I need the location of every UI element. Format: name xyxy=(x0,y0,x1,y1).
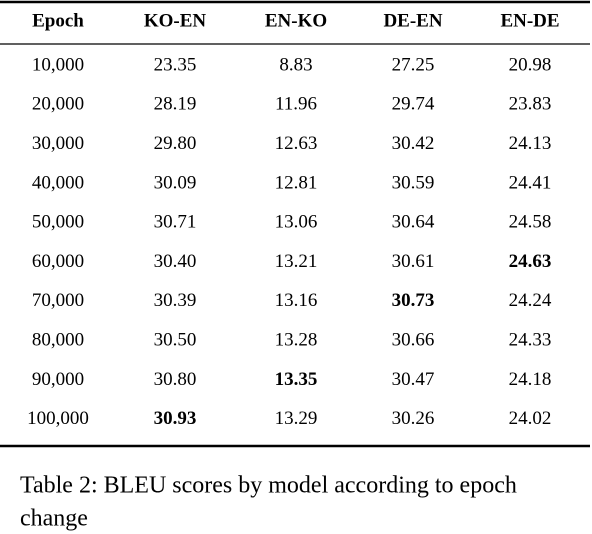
caption-line: change xyxy=(20,506,88,532)
table-cell: 30.73 xyxy=(392,290,435,311)
table-cell: 23.35 xyxy=(154,54,197,75)
table-cell: 30.93 xyxy=(154,408,197,429)
table-cell: 20.98 xyxy=(509,54,552,75)
table-cell: 30.59 xyxy=(392,172,435,193)
table-cell: 30.42 xyxy=(392,133,435,154)
table-cell: 12.81 xyxy=(275,172,318,193)
table-cell: 27.25 xyxy=(392,54,435,75)
table-cell: 24.58 xyxy=(509,212,552,233)
table-cell: 50,000 xyxy=(32,212,84,233)
table-cell: 29.74 xyxy=(392,94,435,115)
table-cell: 29.80 xyxy=(154,133,197,154)
table-cell: 30.26 xyxy=(392,408,435,429)
header-cell: KO-EN xyxy=(144,10,207,31)
table-cell: 30.39 xyxy=(154,290,197,311)
table-cell: 80,000 xyxy=(32,329,84,350)
table-cell: 13.21 xyxy=(275,251,318,272)
table-cell: 24.02 xyxy=(509,408,552,429)
table-cell: 11.96 xyxy=(275,94,317,115)
table-cell: 23.83 xyxy=(509,94,552,115)
header-cell: DE-EN xyxy=(383,10,442,31)
table-cell: 30.61 xyxy=(392,251,435,272)
table-cell: 13.06 xyxy=(275,212,318,233)
table-cell: 24.13 xyxy=(509,133,552,154)
table-cell: 100,000 xyxy=(27,408,89,429)
table-cell: 28.19 xyxy=(154,94,197,115)
table-cell: 30.50 xyxy=(154,329,197,350)
table-cell: 90,000 xyxy=(32,369,84,390)
table-cell: 24.41 xyxy=(509,172,552,193)
table-cell: 30.64 xyxy=(392,212,435,233)
table-cell: 30,000 xyxy=(32,133,84,154)
table-cell: 30.71 xyxy=(154,212,197,233)
table-cell: 30.66 xyxy=(392,329,435,350)
caption-line: Table 2: BLEU scores by model according … xyxy=(20,473,517,499)
table-cell: 40,000 xyxy=(32,172,84,193)
table-cell: 13.35 xyxy=(275,369,318,390)
table-cell: 60,000 xyxy=(32,251,84,272)
table-cell: 24.33 xyxy=(509,329,552,350)
table-cell: 24.63 xyxy=(509,251,552,272)
table-cell: 30.40 xyxy=(154,251,197,272)
table-cell: 24.24 xyxy=(509,290,552,311)
table-cell: 10,000 xyxy=(32,54,84,75)
table-cell: 13.28 xyxy=(275,329,318,350)
table-cell: 30.09 xyxy=(154,172,197,193)
header-cell: EN-DE xyxy=(500,10,559,31)
table-cell: 13.16 xyxy=(275,290,318,311)
table-cell: 24.18 xyxy=(509,369,552,390)
table-cell: 12.63 xyxy=(275,133,318,154)
header-cell: Epoch xyxy=(32,10,84,31)
header-cell: EN-KO xyxy=(265,10,327,31)
table-cell: 13.29 xyxy=(275,408,318,429)
table-cell: 8.83 xyxy=(279,54,312,75)
table-cell: 70,000 xyxy=(32,290,84,311)
table-cell: 30.80 xyxy=(154,369,197,390)
table-cell: 30.47 xyxy=(392,369,435,390)
table-cell: 20,000 xyxy=(32,94,84,115)
